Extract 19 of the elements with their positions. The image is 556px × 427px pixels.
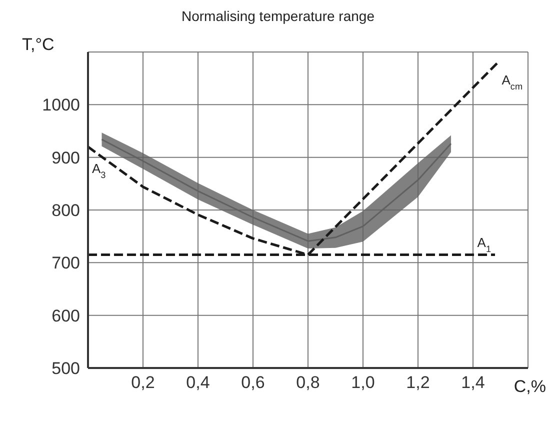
- x-tick-label: 0,8: [296, 373, 320, 392]
- y-axis-title: T,°C: [22, 35, 54, 54]
- y-tick-label: 700: [52, 254, 80, 273]
- y-tick-label: 900: [52, 148, 80, 168]
- series-label: A$_{1}$: [477, 234, 491, 254]
- x-tick-label: 1,0: [351, 373, 375, 392]
- y-tick-label: 800: [52, 201, 80, 220]
- x-tick-label: 1,2: [406, 373, 430, 392]
- x-tick-label: 0,2: [131, 373, 155, 392]
- y-tick-label: 600: [52, 306, 80, 326]
- chart-title: Normalising temperature range: [180, 8, 376, 26]
- x-tick-label: 0,4: [186, 373, 210, 392]
- y-tick-label: 1000: [42, 96, 80, 115]
- x-axis-title: C,%: [514, 377, 546, 396]
- y-tick-label: 500: [52, 359, 80, 378]
- series-label: A$_{3}$: [92, 160, 106, 180]
- x-tick-label: 1,4: [461, 373, 485, 392]
- series-label: A$_{cm}$: [502, 72, 523, 92]
- x-tick-label: 0,6: [241, 373, 265, 392]
